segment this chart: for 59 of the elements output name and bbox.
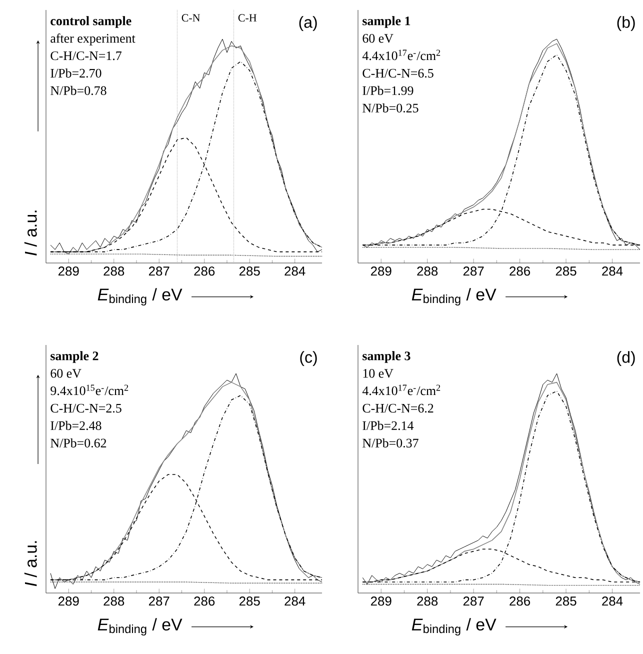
x-tick-label: 284	[602, 266, 623, 276]
annotation: N/Pb=0.25	[362, 103, 418, 113]
annotation: I/Pb=1.99	[362, 86, 414, 96]
annotation: 10 eV	[363, 368, 394, 378]
annotation: 60 eV	[50, 368, 82, 378]
y-axis-title: I / a.u.	[24, 541, 37, 586]
chart-title: (d)	[617, 351, 635, 366]
annotation: N/Pb=0.37	[362, 438, 418, 448]
x-tick-label: 286	[510, 596, 530, 606]
chart-title: (a)	[299, 16, 317, 32]
annotation: I/Pb=2.70	[50, 68, 102, 78]
x-tick-label: 287	[148, 596, 170, 606]
x-tick-label: 285	[239, 266, 260, 276]
x-tick-label: 286	[510, 266, 530, 276]
x-tick-label: 288	[104, 596, 124, 606]
x-axis-title: E$_{binding}$ / eV	[412, 618, 496, 636]
chart-title: (b)	[617, 16, 635, 32]
x-tick-label: 289	[370, 596, 392, 606]
annotation: I/Pb=2.14	[362, 420, 414, 430]
annotation: C-H/C-N=6.2	[362, 404, 434, 413]
annotation: 4.4x10$^{17}$e$^{-}$/cm$^{2}$	[362, 384, 440, 396]
text: sample 2	[50, 351, 98, 363]
x-tick-label: 287	[463, 266, 484, 276]
x-tick-label: 285	[556, 596, 576, 606]
x-tick-label: 288	[417, 596, 438, 606]
x-tick-label: 287	[463, 596, 484, 606]
annotation: C-H/C-N=1.7	[50, 51, 122, 60]
x-tick-label: 286	[194, 596, 215, 606]
ref-line-label: C-N	[182, 14, 200, 22]
annotation: after experiment	[50, 33, 136, 46]
text: sample 1	[362, 16, 410, 28]
x-tick-label: 286	[194, 266, 215, 276]
annotation: 4.4x10$^{17}$e$^{-}$/cm$^{2}$	[362, 50, 440, 60]
annotation: 60 eV	[362, 34, 394, 43]
annotation: N/Pb=0.78	[50, 86, 106, 96]
x-tick-label: 289	[370, 266, 392, 276]
x-tick-label: 289	[58, 266, 79, 276]
text: sample 3	[362, 351, 410, 363]
x-axis-title: E$_{binding}$ / eV	[98, 288, 182, 306]
x-tick-label: 287	[148, 266, 170, 276]
annotation: C-H/C-N=2.5	[50, 404, 122, 413]
x-tick-label: 284	[602, 596, 623, 606]
ref-line-label: C-H	[238, 14, 257, 22]
annotation: 9.4x10$^{15}$e$^{-}$/cm$^{2}$	[50, 384, 128, 396]
x-axis-title: E$_{binding}$ / eV	[98, 618, 182, 636]
x-tick-label: 288	[417, 266, 438, 276]
chart-title: (c)	[300, 351, 317, 366]
annotation: C-H/C-N=6.5	[362, 68, 434, 78]
text: control sample	[50, 16, 132, 28]
annotation: I/Pb=2.48	[50, 420, 102, 430]
x-tick-label: 285	[556, 266, 576, 276]
x-tick-label: 284	[284, 596, 306, 606]
x-tick-label: 285	[239, 596, 260, 606]
x-axis-title: E$_{binding}$ / eV	[412, 288, 496, 306]
y-axis-title: I / a.u.	[24, 210, 37, 256]
annotation: N/Pb=0.62	[50, 438, 106, 448]
x-tick-label: 288	[104, 266, 124, 276]
x-tick-label: 289	[58, 596, 79, 606]
x-tick-label: 284	[284, 266, 306, 276]
